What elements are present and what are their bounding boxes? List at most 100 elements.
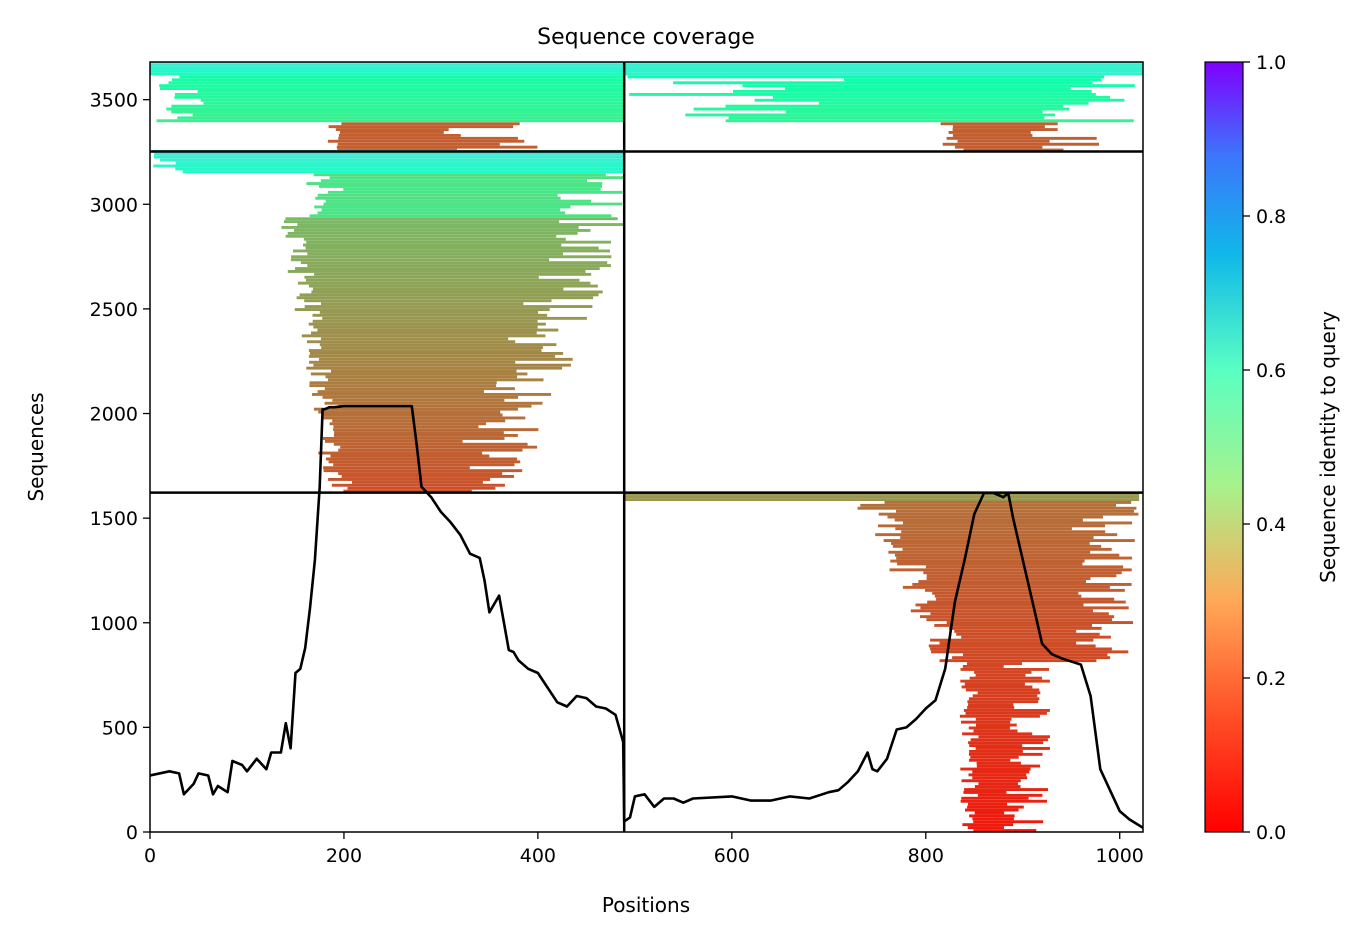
y-tick-label: 3500 — [90, 90, 138, 112]
heatmap-row — [952, 125, 1045, 129]
heatmap-row — [968, 773, 1027, 777]
heatmap-row — [978, 735, 1050, 739]
heatmap-row — [323, 466, 470, 470]
heatmap-row — [891, 542, 1090, 545]
heatmap-row — [974, 811, 1005, 815]
heatmap-row — [733, 90, 1092, 93]
heatmap-row — [969, 676, 1043, 680]
heatmap-row — [333, 442, 528, 446]
heatmap-row — [160, 158, 625, 162]
heatmap-row — [313, 363, 571, 367]
heatmap-row — [150, 66, 625, 70]
heatmap-row — [624, 72, 1143, 76]
heatmap-row — [197, 90, 625, 93]
colorbar-label: Sequence identity to query — [1316, 311, 1340, 583]
heatmap-row — [329, 176, 623, 180]
heatmap-row — [903, 521, 1133, 525]
x-tick-label: 200 — [326, 845, 362, 867]
heatmap-row — [894, 518, 1083, 522]
heatmap-row — [629, 93, 1096, 96]
heatmap-row — [785, 110, 1043, 114]
heatmap-row — [312, 319, 538, 323]
heatmap-row — [968, 752, 1043, 756]
heatmap-row — [150, 69, 625, 73]
heatmap-row — [968, 726, 1010, 730]
heatmap-row — [319, 343, 557, 347]
heatmap-row — [970, 755, 1019, 759]
heatmap-row — [972, 817, 1014, 821]
heatmap-row — [896, 556, 1133, 560]
colorbar-tick-label: 0.6 — [1256, 360, 1286, 382]
heatmap-row — [336, 145, 538, 149]
heatmap-row — [313, 325, 538, 329]
heatmap-row — [327, 139, 525, 143]
heatmap-row — [174, 95, 625, 99]
heatmap-row — [315, 196, 561, 200]
heatmap-row — [928, 644, 1096, 648]
heatmap-row — [967, 805, 1024, 809]
heatmap-row — [303, 237, 566, 241]
heatmap-row — [964, 788, 1048, 791]
plot-frame — [149, 61, 1144, 833]
heatmap-row — [894, 553, 1120, 557]
heatmap-row — [309, 384, 497, 388]
heatmap-row — [308, 354, 556, 358]
heatmap-row — [294, 308, 550, 311]
heatmap-row — [725, 104, 1064, 108]
heatmap-row — [321, 302, 524, 306]
y-tick-label: 2500 — [90, 299, 138, 321]
heatmap-row — [156, 119, 625, 123]
heatmap-row — [352, 480, 483, 484]
heatmap-row — [298, 281, 591, 285]
x-tick-label: 600 — [714, 845, 750, 867]
heatmap-row — [332, 419, 506, 423]
heatmap-row — [307, 252, 563, 256]
heatmap-row — [973, 729, 1018, 733]
heatmap-row — [878, 512, 1139, 516]
heatmap-row — [341, 475, 514, 478]
x-tick-label: 1000 — [1096, 845, 1144, 867]
coverage-line — [150, 404, 1143, 829]
heatmap-row — [878, 524, 1105, 528]
heatmap-row — [897, 562, 1083, 566]
heatmap-row — [972, 776, 1028, 780]
y-axis: 0 500 1000 1500 2000 2500 3000 3500 — [90, 90, 150, 844]
heatmap-row — [285, 234, 557, 238]
heatmap-row — [331, 369, 517, 373]
heatmap-row — [952, 134, 1033, 137]
heatmap-row — [965, 688, 1040, 692]
heatmap-row — [887, 515, 1103, 519]
heatmap-row — [338, 134, 461, 137]
heatmap-row — [333, 434, 518, 437]
heatmap-row — [892, 544, 1102, 548]
colorbar-tick-label: 0.2 — [1256, 668, 1286, 690]
heatmap-row — [960, 668, 1049, 671]
heatmap-row — [320, 337, 509, 341]
heatmap-row — [313, 173, 606, 177]
heatmap-row — [321, 346, 543, 349]
heatmap-row — [317, 211, 566, 215]
heatmap-row — [174, 93, 625, 96]
heatmap-row — [931, 650, 1129, 654]
heatmap-row — [323, 202, 623, 206]
heatmap-row — [969, 814, 1015, 818]
heatmap-row — [321, 208, 561, 212]
heatmap-row — [785, 87, 1071, 90]
heatmap-row — [311, 290, 603, 294]
heatmap-row — [961, 720, 1011, 724]
heatmap-row — [171, 104, 625, 108]
heatmap-row — [963, 148, 1064, 152]
heatmap-row — [309, 381, 497, 385]
heatmap-row — [339, 131, 444, 134]
heatmap-row — [318, 451, 483, 455]
heatmap-row — [965, 808, 1019, 812]
heatmap-row — [624, 63, 1143, 67]
heatmap-row — [306, 182, 603, 185]
heatmap-row — [335, 128, 449, 131]
heatmap-row — [693, 107, 1070, 111]
heatmap-row — [962, 823, 1014, 827]
heatmap-row — [967, 826, 1004, 829]
heatmap-row — [281, 226, 579, 229]
heatmap-row — [338, 448, 523, 452]
